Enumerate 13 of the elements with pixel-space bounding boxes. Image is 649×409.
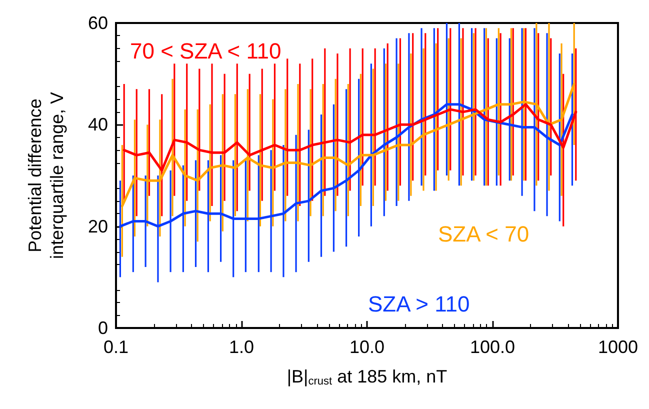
x-tick-label: 10.0 [349,337,385,357]
x-tick-label: 0.1 [103,337,129,357]
text: 70 < SZA < 110 [130,38,282,64]
y-tick-label: 20 [88,216,108,236]
x-tick-label: 1000 [598,337,638,357]
y-tick-label: 0 [98,318,108,338]
x-tick-label: 1.0 [228,337,254,357]
y-tick-label: 40 [88,114,108,135]
y-axis-title: Potential difference interquartile range, V [25,92,67,260]
y-tick-label: 60 [88,13,108,33]
text: SZA < 70 [438,222,530,246]
text: SZA > 110 [368,292,470,316]
x-tick-label: 100.0 [470,337,516,357]
